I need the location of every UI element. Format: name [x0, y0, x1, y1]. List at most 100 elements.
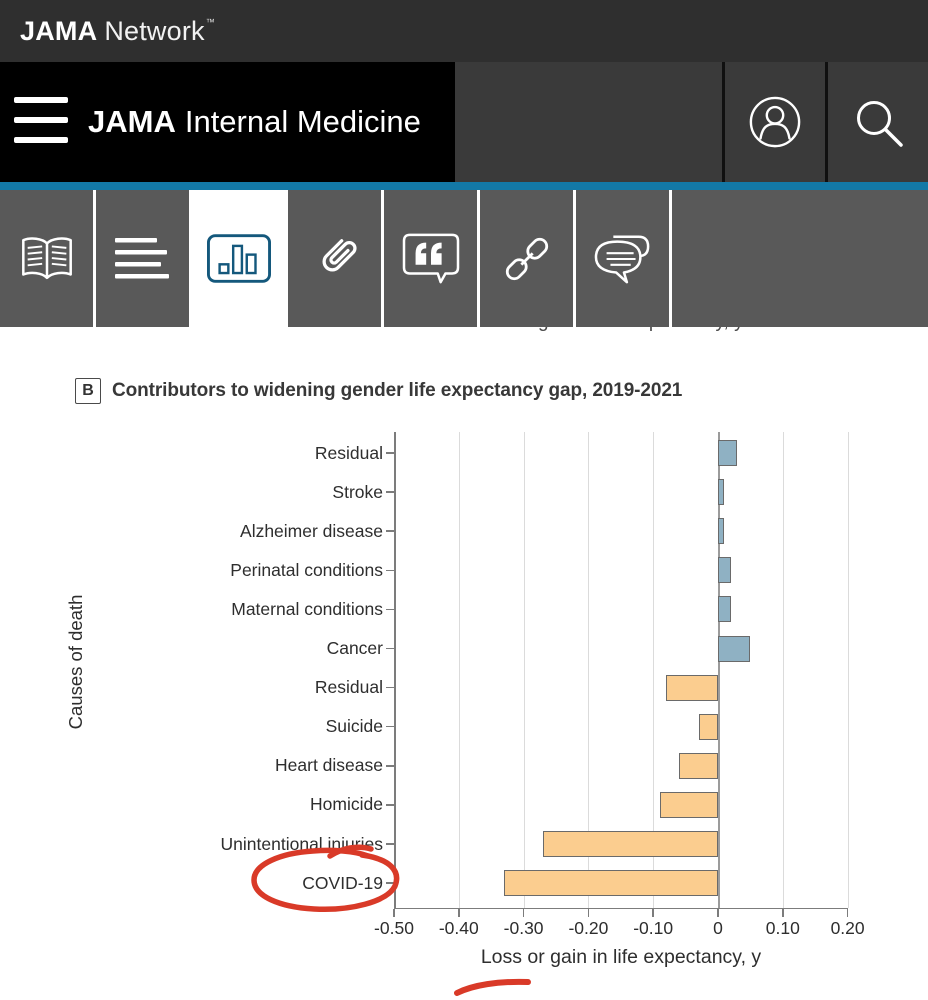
bar-cancer [718, 635, 751, 662]
y-tick [386, 686, 394, 689]
category-label: Alzheimer disease [240, 520, 383, 541]
x-tick [652, 909, 654, 917]
accent-strip [0, 182, 928, 190]
category-label: Cancer [326, 638, 383, 658]
x-tick-label: -0.40 [438, 918, 479, 938]
tab-link[interactable] [480, 190, 576, 327]
bar-residual [666, 674, 718, 701]
category-label: COVID-19 [302, 872, 383, 893]
book-icon [18, 234, 76, 284]
logo-network: Network [104, 15, 205, 46]
bar-suicide [698, 713, 718, 740]
tab-quote[interactable] [384, 190, 480, 327]
quote-icon [401, 232, 461, 286]
x-tick [522, 909, 525, 917]
x-tick [846, 909, 849, 917]
y-tick [386, 765, 394, 767]
text-lines-icon [114, 237, 171, 281]
profile-button[interactable] [725, 62, 825, 182]
tab-comments[interactable] [576, 190, 672, 327]
category-label: Residual [314, 677, 383, 698]
jama-network-topbar: JAMA Network ™ [0, 0, 928, 62]
profile-icon [748, 95, 802, 149]
search-button[interactable] [828, 62, 928, 182]
journal-title[interactable]: JAMA Internal Medicine [88, 62, 421, 182]
y-tick [386, 647, 394, 650]
comments-icon [592, 231, 654, 287]
bar-chart-icon [206, 234, 271, 283]
tab-book[interactable] [0, 190, 96, 327]
category-label: Heart disease [275, 755, 383, 776]
tab-text-lines[interactable] [96, 190, 192, 327]
category-label: Stroke [332, 481, 383, 502]
x-tick [393, 909, 395, 917]
gridline [523, 432, 525, 908]
jama-network-logo[interactable]: JAMA Network ™ [20, 0, 215, 62]
trademark-symbol: ™ [205, 17, 215, 27]
x-tick [587, 909, 590, 917]
tab-paperclip[interactable] [288, 190, 384, 327]
y-tick [386, 608, 394, 611]
y-tick [386, 882, 394, 884]
header-divider [825, 62, 828, 182]
category-labels: Residual Stroke Alzheimer disease Perinatal… [60, 432, 383, 908]
bar-covid-19 [504, 870, 718, 897]
x-axis-title: Loss or gain in life expectancy, y [480, 946, 762, 968]
header-divider [722, 62, 725, 182]
panel-title: Contributors to widening gender life exp… [112, 380, 683, 401]
y-tick [386, 804, 394, 806]
bar-stroke [718, 479, 725, 506]
journal-header: JAMA Internal Medicine [0, 62, 928, 182]
category-label: Homicide [310, 794, 383, 815]
bar-heart-disease [679, 752, 718, 779]
y-tick [386, 491, 394, 493]
tab-bar-chart[interactable] [192, 190, 288, 327]
y-tick [386, 569, 394, 572]
bar-maternal-conditions [718, 596, 731, 623]
x-tick-label: 0.20 [830, 918, 865, 938]
x-tick-label: -0.10 [633, 918, 674, 938]
journal-header-black-block [0, 62, 455, 182]
search-icon [852, 96, 904, 148]
x-tick-label: -0.30 [503, 918, 544, 938]
x-tick [782, 909, 784, 917]
x-tick-labels: -0.50 -0.40 -0.30 -0.20 -0.10 0 0.10 0.20 [0, 918, 928, 942]
journal-title-name: Internal Medicine [184, 104, 421, 139]
category-label: Perinatal conditions [230, 559, 383, 580]
x-tick-label: -0.50 [374, 918, 414, 938]
bar-alzheimer-disease [718, 518, 725, 545]
y-tick [386, 452, 394, 454]
bar-residual [718, 440, 738, 466]
x-tick-label: 0 [713, 918, 723, 938]
gridline [588, 432, 590, 908]
journal-title-jama: JAMA [88, 104, 176, 139]
hamburger-menu-icon[interactable] [14, 97, 68, 147]
x-tick [717, 909, 719, 917]
zero-line [718, 432, 720, 908]
gridline [458, 432, 460, 908]
bar-chart-plot-area [386, 432, 849, 917]
gridline [847, 432, 849, 908]
bar-unintentional-injuries [543, 831, 718, 857]
panel-label-badge: B [75, 378, 101, 404]
x-tick [458, 909, 460, 917]
x-tick-label: -0.20 [568, 918, 609, 938]
x-tick-label: 0.10 [765, 918, 800, 938]
category-label: Maternal conditions [231, 598, 383, 619]
bar-homicide [659, 791, 718, 818]
y-tick [386, 725, 394, 728]
y-tick [386, 530, 394, 532]
gridline [782, 432, 784, 908]
article-toolbar [0, 190, 928, 327]
link-icon [497, 229, 557, 289]
logo-jama: JAMA [20, 15, 98, 46]
left-spine [394, 432, 396, 908]
category-label: Suicide [325, 716, 383, 737]
axis-label-underline-annotation [454, 978, 531, 996]
category-label: Residual [314, 442, 383, 463]
paperclip-icon [306, 230, 364, 288]
gridline [653, 432, 655, 908]
category-label: Unintentional injuries [220, 833, 383, 854]
y-tick [386, 843, 394, 845]
